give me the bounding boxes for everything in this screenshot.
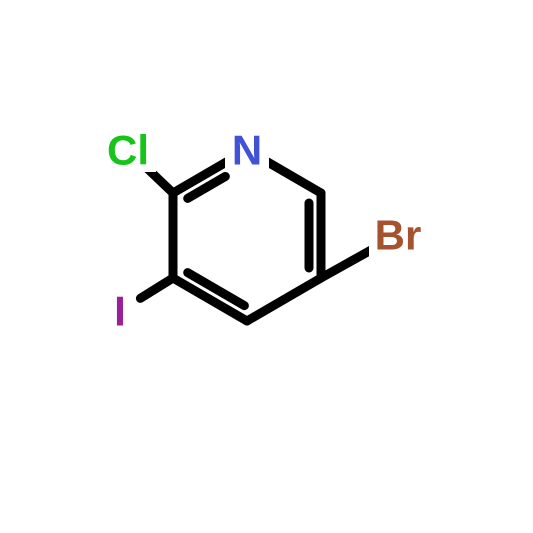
molecule-diagram: N Cl I Br (0, 0, 533, 533)
bond-line (268, 162, 321, 193)
atom-label-n1: N (232, 127, 262, 174)
atoms-layer: N Cl I Br (100, 127, 427, 335)
atom-label-cl: Cl (107, 127, 149, 174)
bond-line (321, 247, 377, 278)
bond-line (140, 278, 173, 298)
bonds-layer (140, 161, 377, 321)
bond-line (247, 278, 321, 321)
atom-label-i: I (114, 288, 126, 335)
atom-label-br: Br (375, 212, 422, 259)
